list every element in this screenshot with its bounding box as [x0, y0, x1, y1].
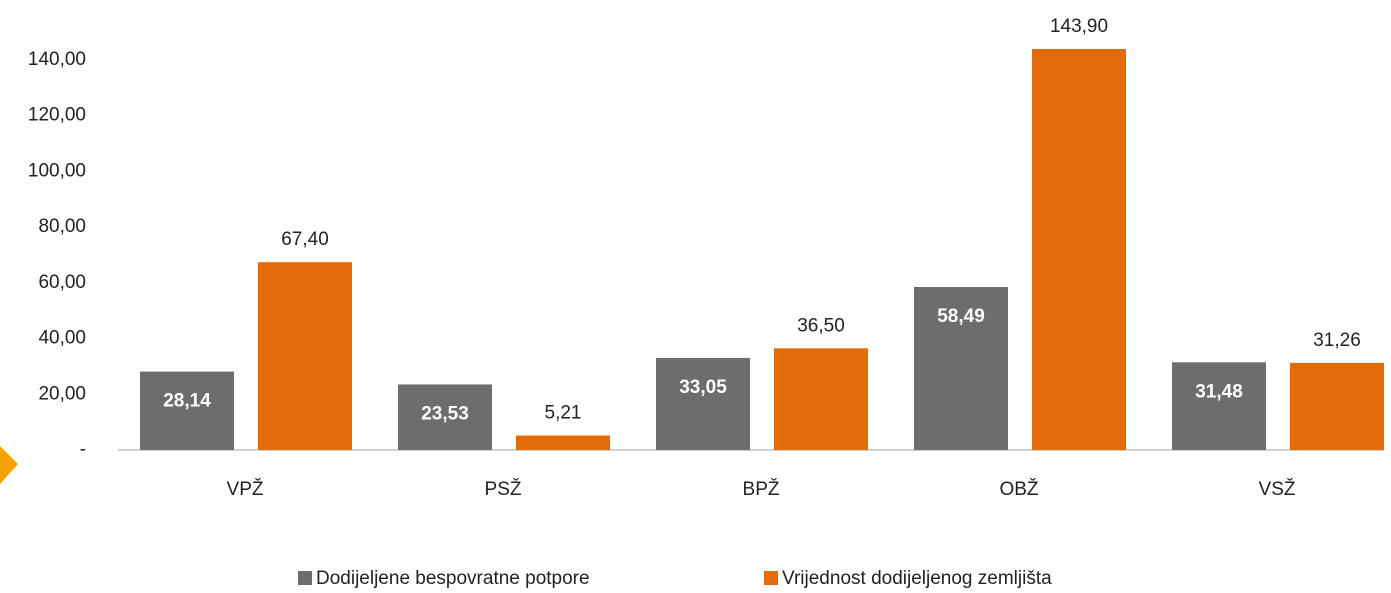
- bar: [398, 384, 492, 450]
- y-tick-label: 100,00: [28, 160, 86, 181]
- y-tick-label: 60,00: [38, 272, 86, 293]
- x-tick-label: VSŽ: [1259, 478, 1296, 500]
- bar: [1032, 48, 1126, 451]
- bar: [258, 262, 352, 450]
- y-tick-label: 40,00: [38, 328, 86, 349]
- y-tick-label: -: [80, 439, 86, 460]
- y-tick-label: 80,00: [38, 216, 86, 237]
- data-label: 143,90: [1050, 16, 1108, 37]
- x-tick-label: VPŽ: [227, 478, 264, 500]
- bar: [516, 435, 610, 450]
- legend-label: Vrijednost dodijeljenog zemljišta: [782, 568, 1052, 589]
- data-label: 31,26: [1313, 330, 1361, 351]
- bar: [656, 357, 750, 450]
- legend-swatch: [764, 571, 778, 585]
- legend-swatch: [298, 571, 312, 585]
- data-label: 28,14: [163, 391, 211, 412]
- x-tick-label: BPŽ: [743, 478, 780, 500]
- y-tick-label: 20,00: [38, 383, 86, 404]
- data-label: 5,21: [545, 402, 582, 423]
- data-label: 36,50: [797, 315, 845, 336]
- data-label: 33,05: [679, 377, 727, 398]
- bar: [1290, 362, 1384, 450]
- bar: [140, 371, 234, 450]
- y-tick-label: 140,00: [28, 49, 86, 70]
- bar: [914, 287, 1008, 450]
- data-label: 58,49: [937, 306, 985, 327]
- y-tick-label: 120,00: [28, 105, 86, 126]
- decoration: [0, 446, 18, 484]
- legend-label: Dodijeljene bespovratne potpore: [316, 568, 590, 589]
- data-label: 23,53: [421, 403, 469, 424]
- bar: [1172, 362, 1266, 450]
- x-tick-label: OBŽ: [999, 478, 1038, 500]
- data-label: 31,48: [1195, 381, 1243, 402]
- data-label: 67,40: [281, 229, 329, 250]
- bar: [774, 348, 868, 450]
- x-tick-label: PSŽ: [485, 478, 522, 500]
